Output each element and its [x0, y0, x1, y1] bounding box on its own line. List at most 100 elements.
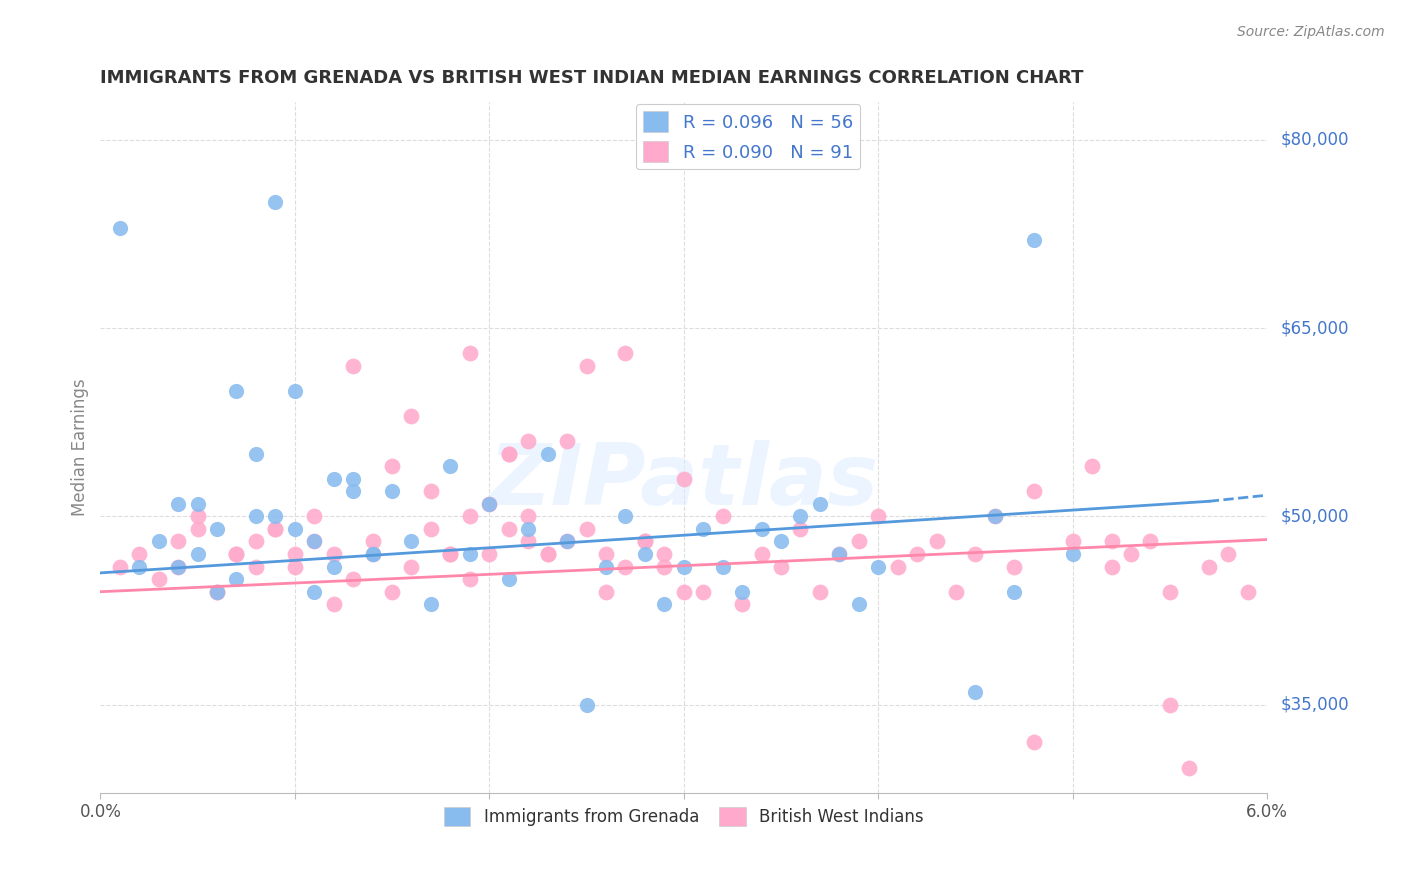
Point — [205, 584, 228, 599]
Point — [789, 509, 811, 524]
Point — [731, 584, 754, 599]
Point — [361, 547, 384, 561]
Point — [536, 547, 558, 561]
Text: $35,000: $35,000 — [1281, 696, 1350, 714]
Point — [439, 547, 461, 561]
Point — [751, 522, 773, 536]
Point — [342, 484, 364, 499]
Point — [304, 584, 326, 599]
Point — [517, 522, 540, 536]
Point — [711, 509, 734, 524]
Point — [848, 597, 870, 611]
Point — [108, 220, 131, 235]
Point — [498, 572, 520, 586]
Point — [245, 447, 267, 461]
Point — [692, 584, 714, 599]
Point — [342, 359, 364, 373]
Point — [342, 572, 364, 586]
Point — [498, 522, 520, 536]
Point — [751, 547, 773, 561]
Text: Source: ZipAtlas.com: Source: ZipAtlas.com — [1237, 25, 1385, 39]
Text: $65,000: $65,000 — [1281, 319, 1350, 337]
Point — [965, 547, 987, 561]
Point — [1159, 698, 1181, 712]
Point — [148, 534, 170, 549]
Point — [1062, 547, 1084, 561]
Point — [1119, 547, 1142, 561]
Point — [1198, 559, 1220, 574]
Point — [167, 559, 190, 574]
Point — [1159, 584, 1181, 599]
Point — [555, 534, 578, 549]
Text: $80,000: $80,000 — [1281, 130, 1350, 149]
Point — [517, 509, 540, 524]
Point — [634, 534, 657, 549]
Point — [205, 522, 228, 536]
Point — [789, 522, 811, 536]
Point — [322, 547, 344, 561]
Point — [965, 685, 987, 699]
Point — [848, 534, 870, 549]
Point — [595, 584, 617, 599]
Point — [652, 597, 675, 611]
Point — [245, 509, 267, 524]
Point — [731, 597, 754, 611]
Point — [304, 534, 326, 549]
Point — [614, 346, 637, 360]
Point — [1101, 534, 1123, 549]
Point — [925, 534, 948, 549]
Point — [672, 472, 695, 486]
Point — [1002, 559, 1025, 574]
Point — [458, 509, 481, 524]
Point — [672, 559, 695, 574]
Point — [692, 522, 714, 536]
Point — [575, 522, 598, 536]
Point — [478, 497, 501, 511]
Point — [148, 572, 170, 586]
Point — [401, 409, 423, 423]
Point — [128, 547, 150, 561]
Point — [225, 547, 247, 561]
Point — [322, 597, 344, 611]
Point — [458, 547, 481, 561]
Point — [245, 534, 267, 549]
Point — [1218, 547, 1240, 561]
Point — [536, 447, 558, 461]
Point — [808, 497, 831, 511]
Point — [1101, 559, 1123, 574]
Point — [419, 597, 441, 611]
Point — [614, 509, 637, 524]
Point — [381, 459, 404, 474]
Point — [614, 559, 637, 574]
Point — [555, 534, 578, 549]
Point — [205, 584, 228, 599]
Point — [361, 547, 384, 561]
Point — [1062, 534, 1084, 549]
Point — [284, 522, 307, 536]
Point — [711, 559, 734, 574]
Point — [322, 559, 344, 574]
Point — [401, 559, 423, 574]
Point — [1178, 760, 1201, 774]
Point — [225, 547, 247, 561]
Point — [225, 384, 247, 398]
Point — [439, 459, 461, 474]
Point — [381, 584, 404, 599]
Point — [1002, 584, 1025, 599]
Point — [419, 484, 441, 499]
Point — [458, 346, 481, 360]
Point — [634, 547, 657, 561]
Point — [167, 497, 190, 511]
Point — [401, 534, 423, 549]
Point — [284, 547, 307, 561]
Text: $50,000: $50,000 — [1281, 508, 1350, 525]
Point — [517, 534, 540, 549]
Point — [187, 547, 209, 561]
Point — [652, 547, 675, 561]
Point — [672, 584, 695, 599]
Point — [575, 359, 598, 373]
Point — [517, 434, 540, 448]
Point — [381, 484, 404, 499]
Point — [575, 698, 598, 712]
Point — [868, 509, 890, 524]
